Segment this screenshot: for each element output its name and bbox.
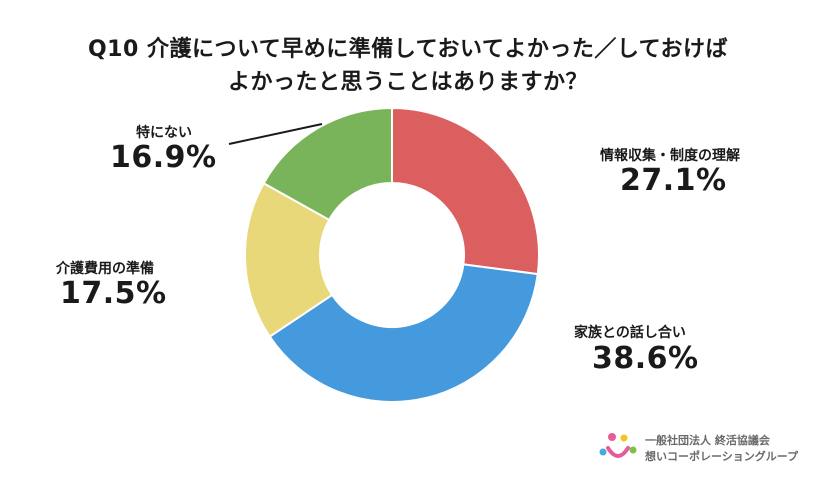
slice-value-care-cost: 17.5% — [60, 276, 167, 311]
slice-label-family-discussion: 家族との話し合い — [574, 325, 686, 341]
slice-value-family-discussion: 38.6% — [592, 341, 699, 376]
logo-dot-yellow — [620, 434, 628, 442]
leader-line-nothing — [228, 123, 323, 145]
chart-title-line-1: Q10 介護について早めに準備しておいてよかった／しておけば — [87, 37, 729, 62]
slice-info-gathering — [391, 106, 540, 276]
logo-dot-green — [629, 446, 637, 454]
logo-dot-pink — [608, 433, 616, 441]
logo-smile — [606, 446, 630, 458]
slice-family-discussion — [268, 263, 539, 403]
organization-name: 一般社団法人 終活協議会 — [645, 434, 770, 447]
slice-nothing — [262, 106, 393, 222]
organization-logo-icon — [599, 433, 637, 458]
slice-label-care-cost: 介護費用の準備 — [56, 261, 154, 277]
slice-label-info-gathering: 情報収集・制度の理解 — [600, 148, 740, 164]
organization-group-name: 想いコーポレーショングループ — [645, 450, 799, 463]
slice-label-nothing: 特にない — [136, 125, 192, 141]
logo-dot-blue — [599, 448, 607, 456]
chart-title-line-2: よかったと思うことはありますか？ — [227, 70, 588, 95]
slice-value-info-gathering: 27.1% — [620, 163, 727, 198]
slice-value-nothing: 16.9% — [110, 140, 217, 175]
